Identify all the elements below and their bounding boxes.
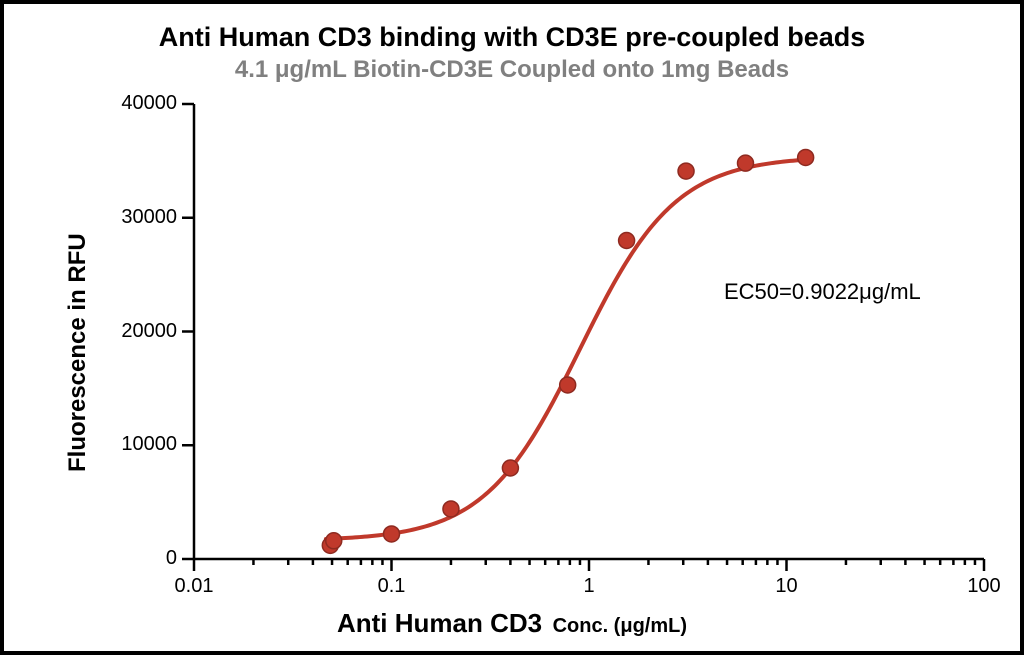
x-tick-label: 0.1 — [352, 575, 432, 598]
y-tick-label: 40000 — [87, 92, 177, 115]
x-tick-label: 100 — [944, 575, 1024, 598]
x-tick-label: 10 — [747, 575, 827, 598]
x-tick-label: 1 — [549, 575, 629, 598]
y-tick-label: 20000 — [87, 320, 177, 343]
y-tick-label: 0 — [87, 547, 177, 570]
y-tick-label: 10000 — [87, 433, 177, 456]
y-tick-label: 30000 — [87, 206, 177, 229]
chart-frame: Anti Human CD3 binding with CD3E pre-cou… — [0, 0, 1024, 655]
x-tick-label: 0.01 — [154, 575, 234, 598]
